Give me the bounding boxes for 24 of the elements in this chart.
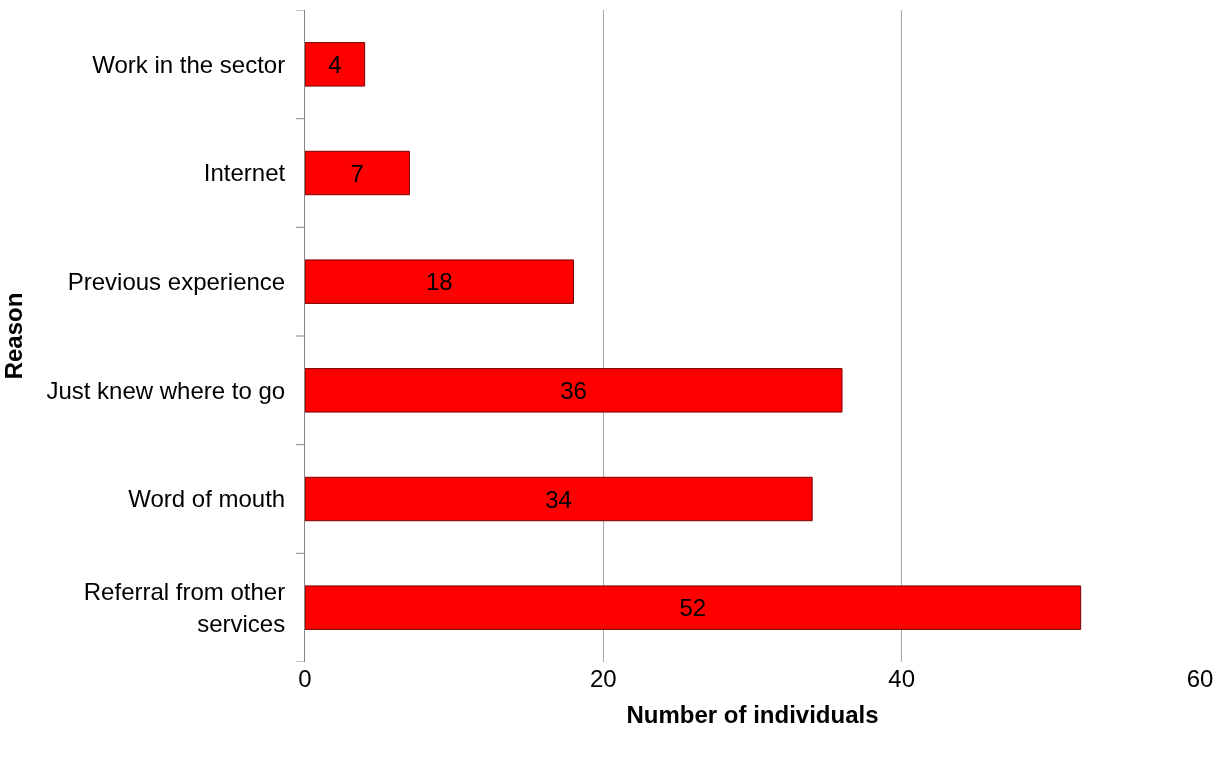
bar xyxy=(305,42,366,87)
bar xyxy=(305,150,410,196)
data-label: 18 xyxy=(425,268,453,296)
data-label: 36 xyxy=(560,376,587,404)
x-tick-label: 40 xyxy=(888,665,916,692)
data-label: 52 xyxy=(679,594,707,622)
y-tick-label: Work in the sector xyxy=(92,50,286,78)
x-axis-title: Number of individuals xyxy=(626,701,879,729)
bar xyxy=(305,259,574,304)
y-tick-label: Previous experience xyxy=(67,268,286,296)
y-axis-title: Reason xyxy=(0,292,27,380)
y-tick-label: Word of mouth xyxy=(128,485,286,513)
bar xyxy=(305,476,813,522)
data-label: 7 xyxy=(350,159,364,187)
x-tick-label: 0 xyxy=(298,665,312,692)
y-tick-label: Just knew where to go xyxy=(46,376,286,404)
y-tick-label: Referral from other services xyxy=(83,578,286,637)
x-tick-label: 60 xyxy=(1186,665,1214,692)
data-label: 34 xyxy=(545,485,572,513)
bar xyxy=(305,368,843,413)
data-label: 4 xyxy=(328,50,342,78)
x-tick-label: 20 xyxy=(589,665,617,692)
y-tick-label: Internet xyxy=(203,159,286,187)
bar xyxy=(305,585,1082,630)
